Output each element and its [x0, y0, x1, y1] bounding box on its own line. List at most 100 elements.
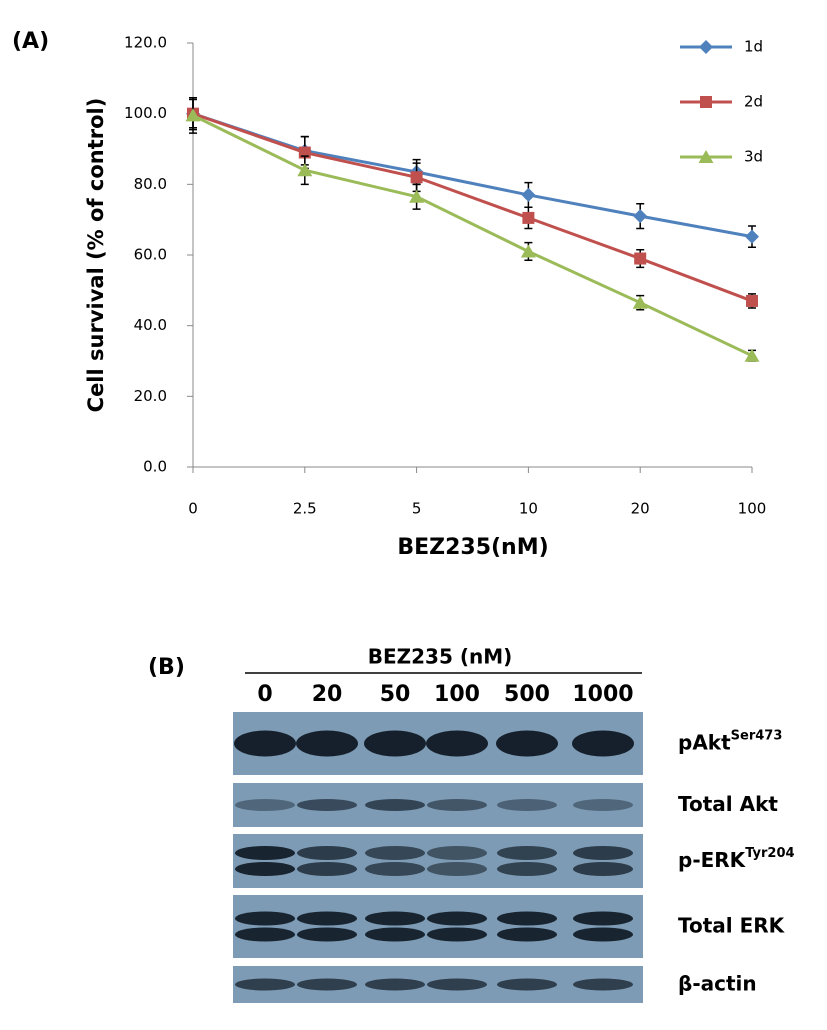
- data-point: [744, 348, 760, 362]
- band: [573, 862, 633, 876]
- band: [365, 978, 425, 991]
- band: [497, 911, 557, 926]
- band: [297, 927, 357, 942]
- band: [235, 799, 295, 811]
- x-axis-title: BEZ235(nM): [397, 535, 548, 560]
- row-name: p-ERK: [678, 848, 747, 872]
- blot-strip: [233, 895, 643, 958]
- y-tick-label: 40.0: [134, 316, 167, 334]
- lane-label: 100: [434, 682, 480, 707]
- legend-marker: [700, 96, 712, 108]
- band: [365, 927, 425, 942]
- band: [235, 846, 295, 860]
- data-point: [745, 229, 759, 244]
- band: [497, 846, 557, 860]
- band: [427, 862, 487, 876]
- lane-label: 50: [380, 682, 411, 707]
- panel-label: (A): [12, 29, 49, 54]
- legend-marker: [699, 40, 713, 54]
- band: [427, 927, 487, 942]
- y-tick-label: 80.0: [134, 175, 167, 193]
- band: [297, 911, 357, 926]
- legend-label: 2d: [744, 93, 763, 111]
- row-sup: Ser473: [731, 728, 783, 743]
- blot-header: BEZ235 (nM): [368, 645, 513, 669]
- band: [235, 862, 295, 876]
- x-tick-label: 2.5: [293, 500, 317, 518]
- legend-label: 1d: [744, 38, 763, 56]
- blot-strip: [233, 834, 643, 888]
- band: [572, 730, 634, 757]
- band: [297, 978, 357, 991]
- y-tick-label: 120.0: [124, 34, 167, 52]
- y-tick-label: 100.0: [124, 104, 167, 122]
- x-tick-label: 0: [188, 500, 198, 518]
- band: [573, 978, 633, 991]
- legend-marker: [698, 150, 714, 163]
- x-tick-label: 5: [412, 500, 422, 518]
- row-label: pAktSer473: [678, 728, 782, 754]
- band: [297, 799, 357, 811]
- band: [427, 799, 487, 811]
- data-point: [185, 108, 201, 122]
- band: [365, 862, 425, 876]
- row-label: Total ERK: [678, 913, 786, 937]
- data-point: [297, 163, 313, 177]
- row-name: pAkt: [678, 730, 731, 754]
- x-tick-label: 100: [738, 500, 767, 518]
- y-tick-label: 60.0: [134, 246, 167, 264]
- lane-label: 1000: [572, 682, 633, 707]
- y-tick-label: 0.0: [143, 458, 167, 476]
- band: [364, 730, 426, 757]
- row-name: Total Akt: [678, 792, 778, 816]
- data-point: [521, 187, 536, 202]
- data-point: [520, 244, 536, 258]
- band: [497, 862, 557, 876]
- band: [297, 846, 357, 860]
- row-sup: Tyr204: [745, 846, 794, 861]
- series-line: [192, 114, 753, 358]
- y-axis-title: Cell survival (% of control): [84, 98, 108, 413]
- lane-label: 20: [312, 682, 343, 707]
- band: [235, 978, 295, 991]
- band: [234, 730, 296, 757]
- band: [235, 927, 295, 942]
- band: [573, 927, 633, 942]
- band: [573, 911, 633, 926]
- x-tick-label: 20: [631, 500, 650, 518]
- band: [235, 911, 295, 926]
- band: [365, 911, 425, 926]
- band: [365, 799, 425, 811]
- band: [573, 799, 633, 811]
- row-name: β-actin: [678, 971, 757, 995]
- data-point: [746, 294, 758, 307]
- band: [497, 799, 557, 811]
- band: [573, 846, 633, 860]
- band: [497, 927, 557, 942]
- row-label: Total Akt: [678, 792, 778, 816]
- band: [427, 911, 487, 926]
- row-label: p-ERKTyr204: [678, 846, 795, 872]
- row-name: Total ERK: [678, 913, 786, 937]
- data-point: [634, 252, 647, 265]
- band: [365, 846, 425, 860]
- band: [427, 846, 487, 860]
- y-tick-label: 20.0: [134, 387, 167, 405]
- band: [497, 978, 557, 991]
- data-point: [632, 295, 648, 309]
- series-line: [192, 112, 753, 303]
- panel-label: (B): [148, 655, 185, 680]
- lane-label: 0: [257, 682, 272, 707]
- band: [496, 730, 558, 757]
- row-label: β-actin: [678, 971, 757, 995]
- legend-label: 3d: [744, 148, 763, 166]
- band: [426, 730, 488, 757]
- band: [296, 730, 358, 757]
- band: [297, 862, 357, 876]
- data-point: [410, 171, 423, 184]
- lane-label: 500: [504, 682, 550, 707]
- data-point: [409, 189, 425, 203]
- x-tick-label: 10: [519, 500, 538, 518]
- band: [427, 978, 487, 991]
